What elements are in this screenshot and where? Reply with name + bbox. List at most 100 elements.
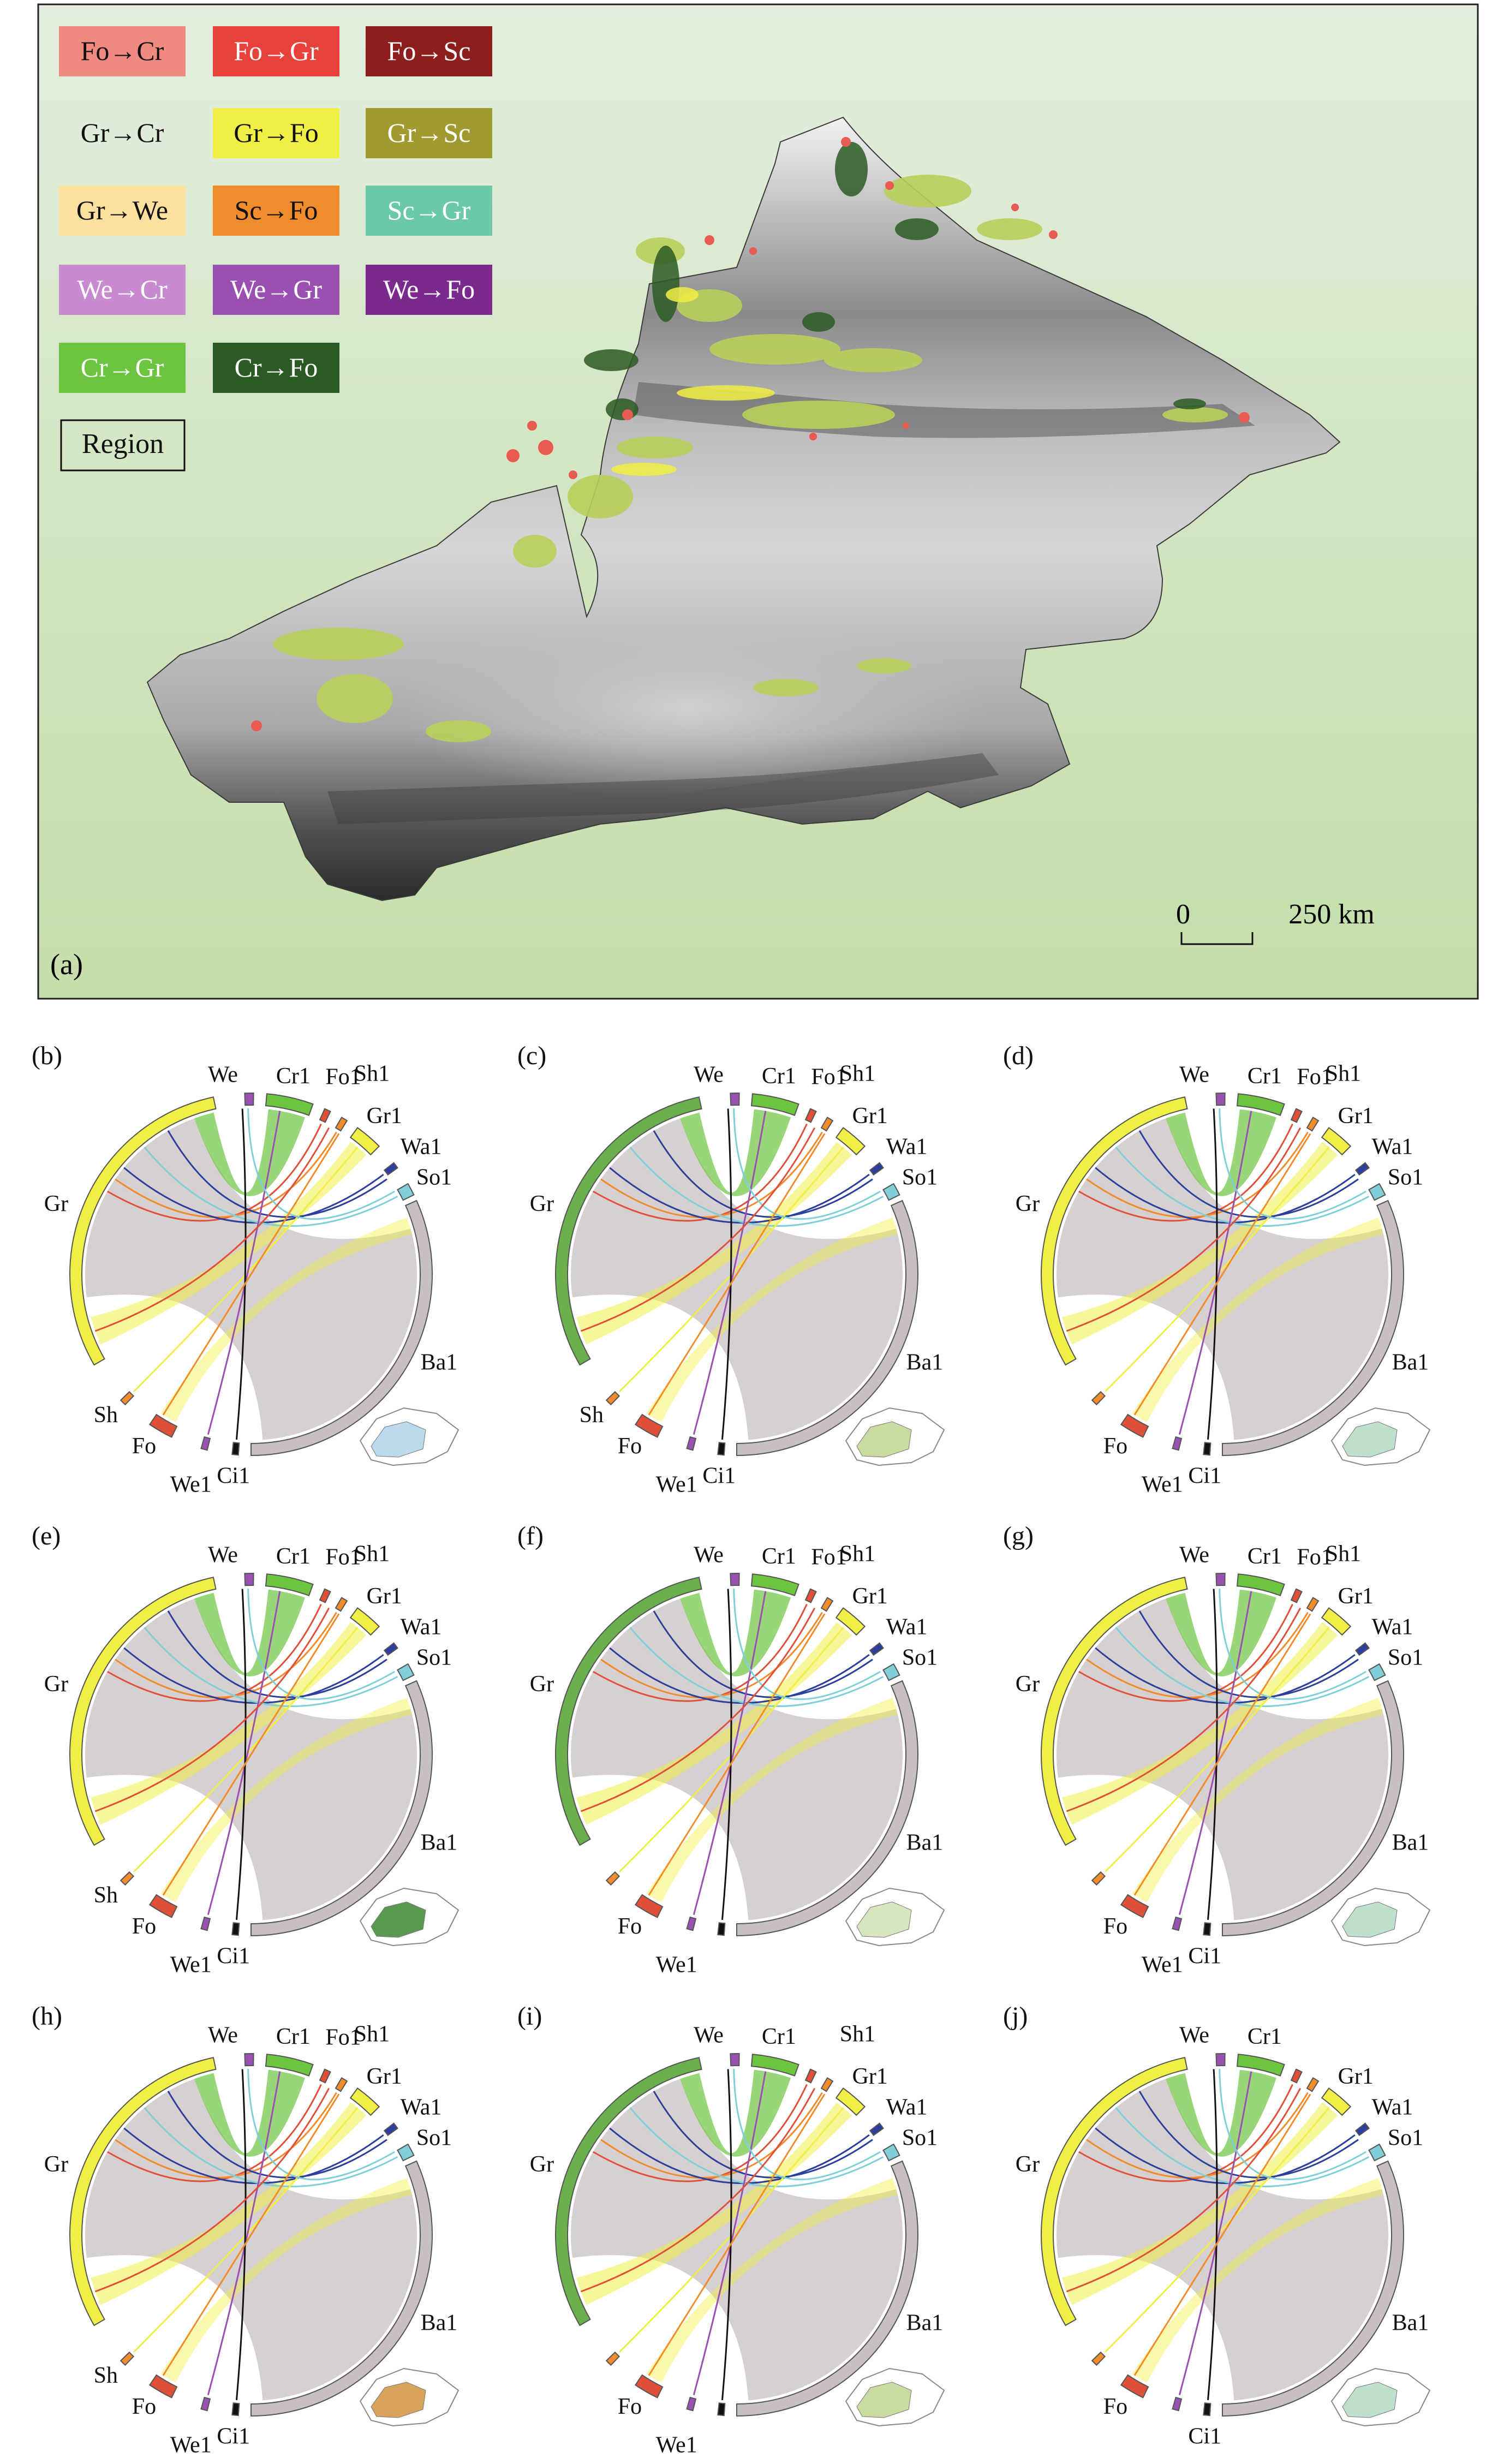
sector-wa1: [383, 1642, 398, 1656]
region-inset: [359, 1407, 459, 1466]
chord-line: [162, 2093, 340, 2376]
chord-panel: We Cr1 Fo1 Sh1 Gr1 Wa1 So1 Ba1 Ci1 We1 Fo Gr (g): [993, 1506, 1473, 1981]
sector-fo1: [1290, 2068, 1303, 2084]
sector-sh: [120, 2351, 135, 2366]
sector-ci1: [717, 1922, 726, 1936]
ribbon-fo-ba: [1132, 2178, 1383, 2383]
label-wa1: Wa1: [401, 1614, 442, 1639]
chord-line: [1219, 1589, 1367, 1701]
chord-line: [721, 1108, 732, 1440]
label-ba1: Ba1: [906, 2311, 944, 2336]
label-gr1: Gr1: [367, 1103, 402, 1129]
sector-wa1: [869, 1642, 884, 1656]
chord-panel: We Cr1 Sh1 Gr1 Wa1 So1 Ba1 We1 Fo Gr (i): [508, 1986, 988, 2461]
sector-wa1: [383, 1162, 398, 1176]
panel-label: (j): [1003, 2002, 1028, 2031]
legend-item-label: Fo→Gr: [234, 35, 319, 66]
ribbon-fo-ba: [646, 2178, 898, 2383]
sector-fo1: [319, 1588, 331, 1603]
chord-sectors: [555, 2053, 918, 2417]
legend-item: Sc→Gr: [366, 186, 492, 236]
label-we1: We1: [1142, 1953, 1183, 1978]
chord-line: [115, 2092, 337, 2179]
chord-line: [653, 2090, 873, 2179]
label-fo1: Fo1: [325, 1064, 361, 1089]
label-we: We: [694, 2023, 724, 2048]
sector-ba1: [250, 2160, 433, 2417]
ribbon-gr-gr: [1062, 1142, 1338, 1345]
chord-line: [162, 1613, 340, 1896]
chord-line: [247, 2069, 396, 2181]
chord-line: [1066, 1127, 1302, 1332]
label-cr1: Cr1: [276, 2024, 311, 2049]
sector-we1: [200, 1436, 211, 1451]
sector-ci1: [231, 2402, 240, 2417]
sector-fo1: [804, 1588, 817, 1603]
sector-we: [730, 2053, 740, 2067]
legend-swatch: [213, 108, 339, 158]
chord-line: [721, 1589, 732, 1920]
sector-sh: [120, 1391, 135, 1406]
label-wa1: Wa1: [1372, 2095, 1413, 2120]
sector-ci1: [231, 1442, 240, 1456]
label-gr: Gr: [44, 1191, 68, 1216]
sector-we1: [1172, 2396, 1183, 2412]
sector-fo1: [804, 2068, 817, 2084]
scale-bar: 0 250 km: [1176, 899, 1375, 945]
chord-line: [236, 1108, 247, 1440]
chord-line: [609, 1647, 870, 1704]
sector-sh1: [335, 1597, 348, 1612]
label-sh1: Sh1: [354, 1061, 390, 1086]
sector-fo1: [1290, 1108, 1303, 1123]
sector-fo1: [319, 2068, 331, 2084]
sector-ba1: [1222, 1200, 1404, 1457]
panel-label: (i): [517, 2002, 542, 2031]
legend-item: We→Fo: [366, 265, 492, 315]
chord-line: [648, 2093, 826, 2376]
label-we1: We1: [656, 1953, 697, 1978]
sector-we: [730, 1573, 740, 1586]
chord-lines: [580, 2069, 884, 2400]
label-ci1: Ci1: [217, 1944, 250, 1969]
sector-so1: [1368, 1663, 1386, 1681]
sector-we1: [1172, 1916, 1183, 1931]
sector-gr: [555, 2057, 702, 2326]
chord-panel: We Cr1 Fo1 Sh1 Gr1 Wa1 So1 Ba1 Ci1 We1 Fo Sh Gr (b): [22, 1026, 502, 1501]
ribbon-fo-ba: [646, 1218, 898, 1422]
sector-cr1: [750, 1093, 799, 1116]
label-fo: Fo: [1103, 1434, 1127, 1459]
chord-line: [600, 1612, 823, 1698]
label-so1: So1: [902, 1645, 938, 1670]
sector-gr1: [835, 1607, 866, 1636]
sector-fo: [634, 1894, 664, 1918]
sector-sh: [1091, 1391, 1106, 1406]
chord-sectors: [69, 1573, 433, 1937]
label-ci1: Ci1: [1188, 1464, 1221, 1489]
legend-item-label: Sc→Gr: [387, 195, 471, 225]
sector-sh1: [820, 1597, 834, 1612]
sector-sh: [605, 1391, 620, 1406]
label-we: We: [1179, 1543, 1209, 1568]
sector-cr1: [750, 1573, 799, 1596]
region-inset: [845, 2367, 945, 2427]
label-gr1: Gr1: [852, 2064, 888, 2089]
label-sh: Sh: [580, 1403, 604, 1428]
sector-cr1: [1236, 1093, 1285, 1116]
sector-gr1: [349, 1607, 380, 1636]
sector-fo: [1120, 1413, 1149, 1438]
southern-ridge: [327, 753, 999, 824]
chord-sectors: [1041, 1093, 1404, 1457]
sector-so1: [882, 2143, 900, 2162]
chord-line: [721, 2069, 732, 2400]
sector-fo: [1120, 1894, 1149, 1918]
label-gr: Gr: [530, 1672, 554, 1697]
legend-item: Fo→Sc: [366, 26, 492, 76]
